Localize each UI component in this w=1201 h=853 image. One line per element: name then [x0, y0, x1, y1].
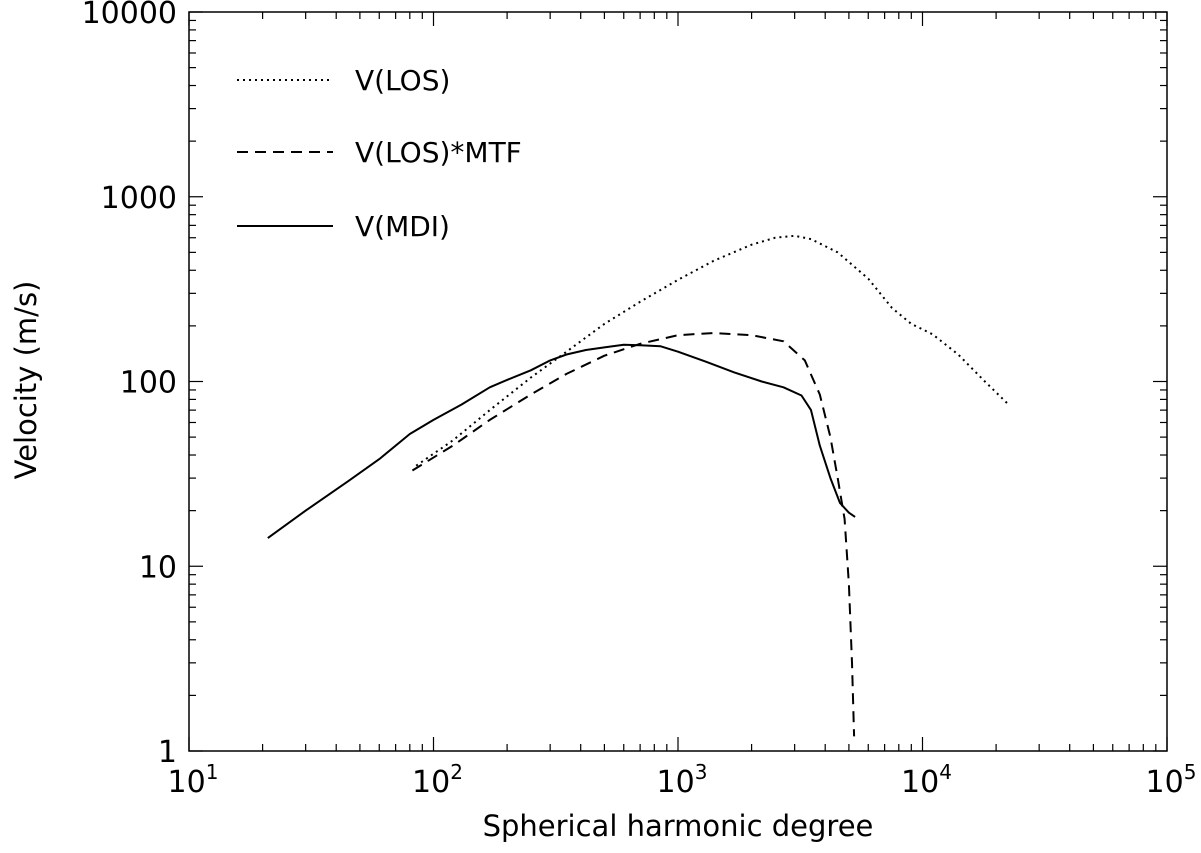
y-tick-label: 10000	[82, 0, 177, 31]
series-line	[267, 343, 856, 539]
series-group	[267, 234, 1010, 737]
x-axis-label: Spherical harmonic degree	[483, 809, 874, 843]
legend: V(LOS) V(LOS)*MTF V(MDI)	[237, 64, 522, 243]
y-tick-label: 10	[139, 550, 177, 585]
axis-ticks	[188, 11, 1168, 752]
legend-label: V(LOS)*MTF	[355, 136, 522, 169]
y-axis-label: Velocity (m/s)	[9, 281, 43, 480]
y-tick-label: 1	[158, 735, 177, 770]
y-tick-label: 1000	[101, 181, 177, 216]
x-tick-label: 101	[168, 760, 219, 800]
y-tick-label: 100	[120, 366, 177, 401]
x-tick-label: 104	[901, 760, 952, 800]
x-tick-label: 105	[1146, 760, 1197, 800]
x-tick-label: 103	[657, 760, 708, 800]
series-line	[415, 234, 1010, 467]
legend-label: V(LOS)	[355, 64, 450, 97]
series-line	[411, 332, 856, 737]
tick-labels: 101 102 103 104 105 1 10 100 1000 10000	[82, 0, 1197, 800]
legend-label: V(MDI)	[355, 210, 450, 243]
plot-frame	[188, 11, 1168, 752]
x-tick-label: 102	[412, 760, 463, 800]
